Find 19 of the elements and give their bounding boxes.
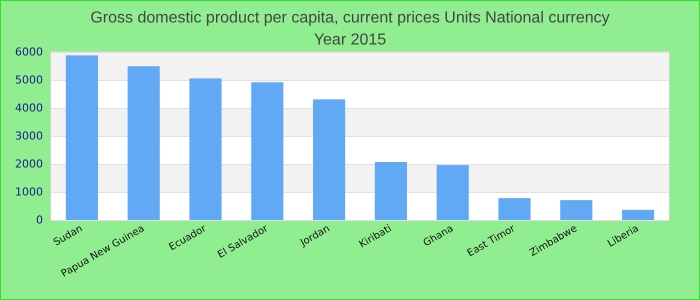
bar [498,198,531,220]
y-tick-label: 1000 [15,186,43,198]
bar [560,200,592,220]
chart-title: Gross domestic product per capita, current prices Units National currency [90,10,610,26]
bar [66,55,98,220]
bar [622,210,654,220]
bar [189,78,222,220]
bar [313,99,346,220]
chart-subtitle: Year 2015 [314,32,386,48]
bar [251,82,284,220]
bar [374,162,407,220]
bar [128,66,160,220]
y-tick-label: 0 [36,214,43,226]
y-tick-label: 4000 [15,102,43,114]
y-tick-label: 2000 [15,158,43,170]
y-tick-label: 3000 [15,130,43,142]
bar [436,165,469,220]
y-tick-label: 6000 [15,46,43,58]
y-tick-label: 5000 [15,74,43,86]
